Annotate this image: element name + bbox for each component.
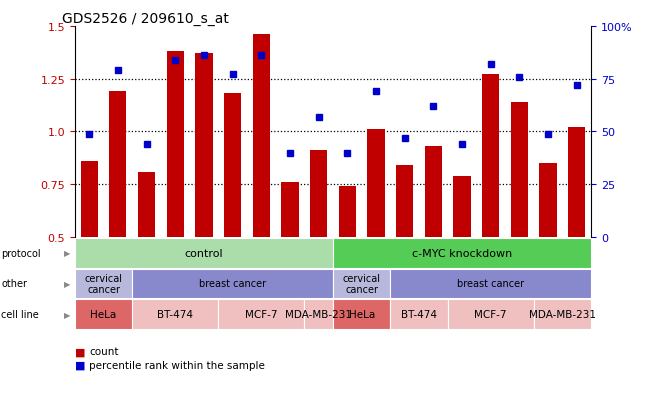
Text: cervical
cancer: cervical cancer	[85, 273, 122, 294]
Bar	[109, 92, 126, 237]
Bar	[540, 164, 557, 237]
Bar	[424, 147, 442, 237]
Text: ▶: ▶	[64, 310, 70, 319]
Text: protocol: protocol	[1, 248, 41, 258]
Bar	[224, 94, 242, 237]
Bar	[310, 151, 327, 237]
Text: breast cancer: breast cancer	[199, 279, 266, 289]
Text: c-MYC knockdown: c-MYC knockdown	[412, 248, 512, 258]
Text: ■: ■	[75, 347, 85, 356]
Bar	[138, 172, 155, 237]
Text: ■: ■	[75, 360, 85, 370]
Bar	[167, 52, 184, 237]
Text: BT-474: BT-474	[401, 309, 437, 319]
Text: ▶: ▶	[64, 249, 70, 258]
Text: breast cancer: breast cancer	[457, 279, 524, 289]
Text: cell line: cell line	[1, 309, 39, 319]
Text: other: other	[1, 279, 27, 289]
Text: ▶: ▶	[64, 279, 70, 288]
Bar	[367, 130, 385, 237]
Bar	[253, 35, 270, 237]
Bar	[281, 183, 299, 237]
Text: GDS2526 / 209610_s_at: GDS2526 / 209610_s_at	[62, 12, 229, 26]
Bar	[396, 166, 413, 237]
Bar	[81, 161, 98, 237]
Bar	[511, 103, 528, 237]
Bar	[195, 54, 212, 237]
Text: HeLa: HeLa	[90, 309, 117, 319]
Text: MDA-MB-231: MDA-MB-231	[529, 309, 596, 319]
Bar	[568, 128, 585, 237]
Text: control: control	[185, 248, 223, 258]
Text: count: count	[89, 347, 118, 356]
Text: BT-474: BT-474	[158, 309, 193, 319]
Text: MDA-MB-231: MDA-MB-231	[285, 309, 352, 319]
Text: cervical
cancer: cervical cancer	[342, 273, 381, 294]
Text: percentile rank within the sample: percentile rank within the sample	[89, 360, 265, 370]
Bar	[454, 176, 471, 237]
Text: HeLa: HeLa	[348, 309, 375, 319]
Bar	[482, 75, 499, 237]
Text: MCF-7: MCF-7	[245, 309, 277, 319]
Bar	[339, 187, 356, 237]
Text: MCF-7: MCF-7	[475, 309, 507, 319]
